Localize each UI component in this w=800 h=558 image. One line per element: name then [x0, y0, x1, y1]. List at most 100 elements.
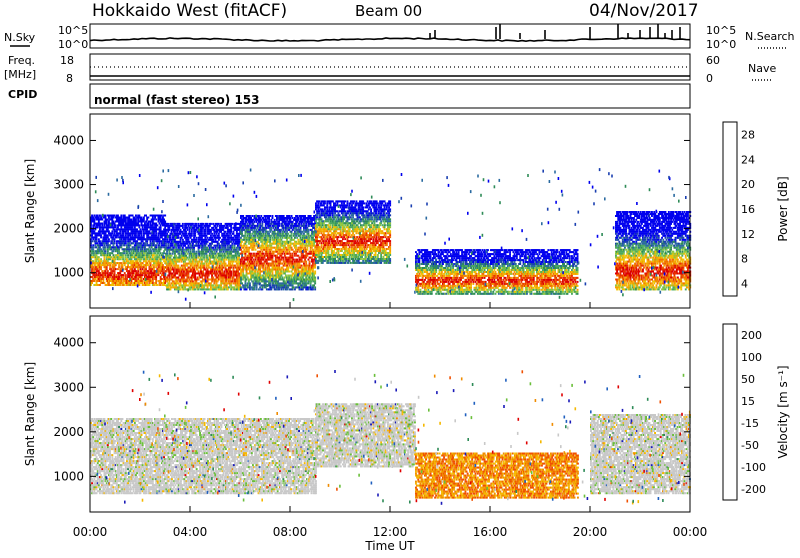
echo-cell	[212, 239, 214, 241]
echo-cell	[302, 280, 304, 282]
echo-cell	[233, 237, 235, 239]
echo-cell	[150, 248, 152, 250]
echo-cell	[156, 242, 158, 244]
echo-cell	[254, 245, 256, 247]
echo-cell	[224, 288, 226, 290]
echo-cell	[299, 223, 301, 225]
echo-cell	[124, 264, 126, 266]
echo-cell	[284, 273, 286, 275]
echo-cell	[229, 277, 231, 279]
echo-cell	[143, 221, 145, 223]
echo-cell	[288, 223, 290, 225]
echo-cell	[256, 286, 258, 288]
echo-cell	[294, 255, 296, 257]
echo-cell	[302, 288, 304, 290]
echo-cell	[152, 221, 154, 223]
echo-cell	[95, 244, 97, 246]
echo-cell	[163, 219, 165, 221]
echo-cell	[230, 225, 232, 227]
rti-plot: Hokkaido West (fitACF) Beam 00 04/Nov/20…	[0, 0, 800, 554]
echo-cell	[240, 245, 242, 247]
echo-cell	[150, 223, 152, 225]
echo-cell	[206, 239, 208, 241]
echo-cell	[211, 280, 213, 282]
echo-cell	[91, 215, 93, 217]
echo-cell	[146, 240, 148, 242]
echo-cell	[160, 248, 162, 250]
echo-cell	[125, 240, 127, 242]
echo-cell	[159, 242, 161, 244]
echo-cell	[153, 266, 155, 268]
echo-cell	[101, 250, 103, 252]
echo-cell	[267, 237, 269, 239]
echo-cell	[143, 266, 145, 268]
echo-cell	[284, 231, 286, 233]
echo-cell	[173, 271, 175, 273]
echo-cell	[128, 246, 130, 248]
echo-cell	[195, 253, 197, 255]
echo-cell	[236, 231, 238, 233]
echo-cell	[151, 270, 153, 272]
echo-cell	[184, 267, 186, 269]
echo-cell	[268, 221, 270, 223]
echo-cell	[132, 234, 134, 236]
echo-cell	[129, 234, 131, 236]
echo-cell	[268, 267, 270, 269]
echo-cell	[195, 251, 197, 253]
echo-cell	[207, 257, 209, 259]
echo-cell	[273, 253, 275, 255]
echo-cell	[277, 227, 279, 229]
echo-cell	[285, 229, 287, 231]
echo-cell	[224, 259, 226, 261]
echo-cell	[245, 255, 247, 257]
echo-cell	[155, 230, 157, 232]
echo-cell	[167, 286, 169, 288]
echo-cell	[140, 268, 142, 270]
echo-cell	[179, 223, 181, 225]
echo-cell	[114, 266, 116, 268]
echo-cell	[292, 253, 294, 255]
echo-cell	[168, 241, 170, 243]
echo-cell	[183, 271, 185, 273]
echo-cell	[297, 217, 299, 219]
echo-cell	[152, 278, 154, 280]
echo-cell	[135, 284, 137, 286]
echo-cell	[216, 275, 218, 277]
echo-cell	[189, 231, 191, 233]
echo-cell	[256, 243, 258, 245]
echo-cell	[144, 246, 146, 248]
echo-cell	[100, 217, 102, 219]
echo-cell	[147, 270, 149, 272]
echo-cell	[265, 277, 267, 279]
echo-cell	[209, 259, 211, 261]
echo-cell	[127, 230, 129, 232]
echo-cell	[228, 239, 230, 241]
echo-cell	[284, 245, 286, 247]
echo-cell	[278, 257, 280, 259]
echo-cell	[246, 217, 248, 219]
echo-cell	[249, 215, 251, 217]
echo-cell	[245, 280, 247, 282]
echo-cell	[158, 252, 160, 254]
echo-cell	[300, 282, 302, 284]
echo-cell	[254, 221, 256, 223]
echo-cell	[207, 277, 209, 279]
echo-cell	[291, 231, 293, 233]
echo-cell	[217, 273, 219, 275]
echo-cell	[225, 245, 227, 247]
echo-cell	[200, 257, 202, 259]
echo-cell	[213, 229, 215, 231]
echo-cell	[245, 282, 247, 284]
echo-cell	[246, 271, 248, 273]
echo-cell	[252, 249, 254, 251]
echo-cell	[188, 275, 190, 277]
echo-cell	[301, 259, 303, 261]
echo-cell	[230, 249, 232, 251]
echo-cell	[171, 241, 173, 243]
echo-cell	[286, 265, 288, 267]
echo-cell	[195, 237, 197, 239]
echo-cell	[211, 275, 213, 277]
echo-cell	[128, 270, 130, 272]
echo-cell	[281, 229, 283, 231]
echo-cell	[290, 253, 292, 255]
